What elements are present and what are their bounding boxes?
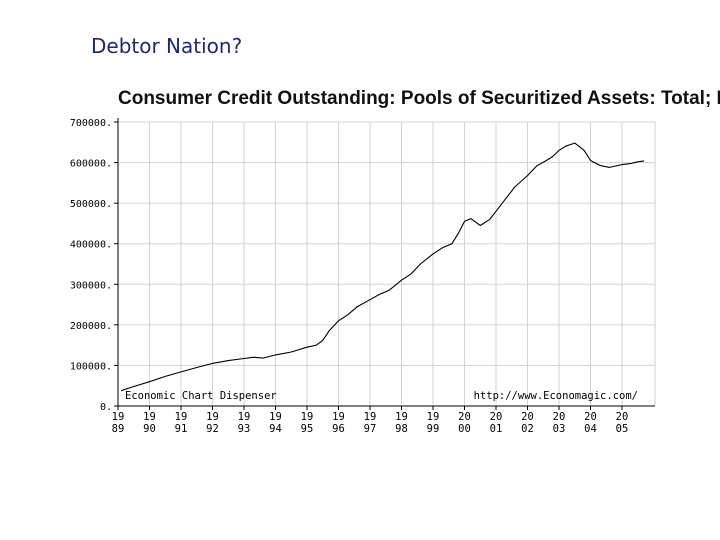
chart-credit-left: Economic Chart Dispenser (125, 390, 277, 402)
x-tick-label-year: 98 (395, 423, 408, 435)
x-tick-label-year: 01 (490, 423, 503, 435)
y-tick-label: 600000. (70, 159, 112, 170)
x-tick-label-year: 92 (206, 423, 219, 435)
x-tick-label-year: 99 (427, 423, 440, 435)
y-tick-label: 500000. (70, 199, 112, 210)
slide-title: Debtor Nation? (91, 34, 243, 58)
x-tick-label-century: 19 (206, 411, 219, 423)
x-tick-label-century: 19 (301, 411, 314, 423)
x-tick-label-year: 94 (269, 423, 282, 435)
x-tick-label-century: 20 (584, 411, 597, 423)
y-tick-label: 300000. (70, 280, 112, 291)
x-tick-label-century: 19 (427, 411, 440, 423)
y-tick-label: 400000. (70, 240, 112, 251)
y-tick-label: 200000. (70, 321, 112, 332)
y-tick-label: 0. (100, 402, 112, 413)
x-tick-label-year: 00 (458, 423, 471, 435)
x-tick-label-century: 19 (238, 411, 251, 423)
chart-series (120, 142, 645, 392)
x-tick-label-year: 05 (616, 423, 629, 435)
x-tick-label-year: 02 (521, 423, 534, 435)
x-tick-label-century: 20 (521, 411, 534, 423)
x-tick-label-century: 19 (395, 411, 408, 423)
x-tick-label-year: 03 (553, 423, 566, 435)
y-tick-label: 100000. (70, 361, 112, 372)
x-tick-label-century: 20 (458, 411, 471, 423)
chart-title: Consumer Credit Outstanding: Pools of Se… (118, 88, 720, 109)
x-tick-label-century: 20 (490, 411, 503, 423)
x-tick-label-century: 19 (175, 411, 188, 423)
x-tick-label-year: 95 (301, 423, 314, 435)
series-line (120, 142, 645, 392)
x-tick-label-century: 19 (332, 411, 345, 423)
x-tick-label-century: 19 (269, 411, 282, 423)
chart-axes: 700000.600000.500000.400000.300000.20000… (70, 118, 655, 435)
x-tick-label-year: 93 (238, 423, 251, 435)
x-tick-label-year: 90 (143, 423, 156, 435)
x-tick-label-year: 91 (175, 423, 188, 435)
x-tick-label-century: 20 (553, 411, 566, 423)
chart-credit-right: http://www.Economagic.com/ (474, 390, 638, 402)
x-tick-label-year: 04 (584, 423, 597, 435)
y-tick-label: 700000. (70, 118, 112, 129)
x-tick-label-century: 19 (143, 411, 156, 423)
chart-grid (118, 121, 656, 406)
x-tick-label-century: 20 (616, 411, 629, 423)
x-tick-label-year: 89 (112, 423, 125, 435)
x-tick-label-year: 97 (364, 423, 377, 435)
x-tick-label-century: 19 (364, 411, 377, 423)
x-tick-label-year: 96 (332, 423, 345, 435)
x-tick-label-century: 19 (112, 411, 125, 423)
